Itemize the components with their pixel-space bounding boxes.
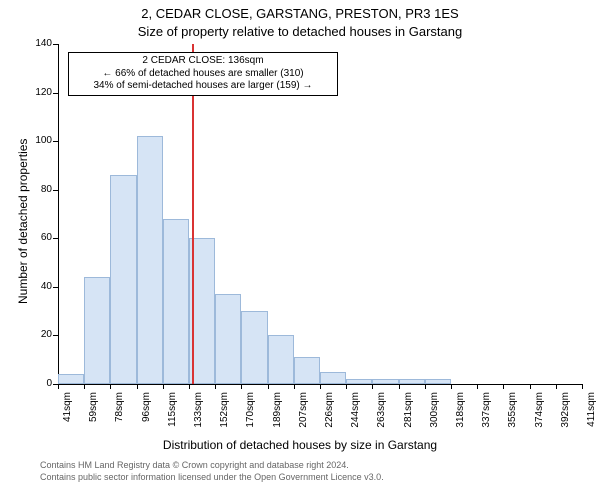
y-tick-label: 120 [24,87,52,98]
y-tick-mark [53,335,58,336]
histogram-bar [294,357,320,384]
x-tick-label: 115sqm [167,392,178,436]
x-tick-label: 59sqm [88,392,99,436]
x-tick-label: 152sqm [219,392,230,436]
x-tick-label: 411sqm [586,392,597,436]
histogram-bar [346,379,372,384]
histogram-bar [110,175,136,384]
x-tick-mark [84,384,85,389]
y-tick-label: 60 [24,232,52,243]
x-axis-label: Distribution of detached houses by size … [0,438,600,452]
y-tick-label: 100 [24,135,52,146]
x-tick-mark [477,384,478,389]
x-tick-label: 263sqm [376,392,387,436]
annotation-line: ← 66% of detached houses are smaller (31… [73,68,333,81]
x-tick-mark [556,384,557,389]
x-tick-label: 133sqm [193,392,204,436]
histogram-bar [320,372,346,384]
x-tick-label: 244sqm [350,392,361,436]
x-tick-label: 207sqm [298,392,309,436]
footer-line-1: Contains HM Land Registry data © Crown c… [40,460,349,470]
y-tick-label: 20 [24,329,52,340]
x-tick-label: 355sqm [507,392,518,436]
y-axis-label: Number of detached properties [16,139,30,304]
histogram-bar [137,136,163,384]
histogram-bar [425,379,451,384]
x-tick-label: 226sqm [324,392,335,436]
x-tick-mark [425,384,426,389]
x-tick-mark [451,384,452,389]
histogram-bar [84,277,110,384]
x-tick-mark [582,384,583,389]
x-tick-mark [58,384,59,389]
histogram-bar [163,219,189,384]
footer-line-2: Contains public sector information licen… [40,472,384,482]
x-tick-mark [137,384,138,389]
histogram-bar [372,379,398,384]
x-tick-label: 96sqm [141,392,152,436]
x-tick-mark [294,384,295,389]
x-tick-mark [163,384,164,389]
y-tick-mark [53,238,58,239]
y-tick-mark [53,287,58,288]
annotation-line: 2 CEDAR CLOSE: 136sqm [73,55,333,68]
x-tick-label: 281sqm [403,392,414,436]
x-tick-label: 170sqm [245,392,256,436]
y-tick-mark [53,44,58,45]
x-tick-label: 337sqm [481,392,492,436]
x-tick-label: 374sqm [534,392,545,436]
histogram-bar [58,374,84,384]
x-tick-mark [189,384,190,389]
y-tick-mark [53,141,58,142]
x-tick-label: 189sqm [272,392,283,436]
x-tick-mark [268,384,269,389]
histogram-bar [268,335,294,384]
x-tick-label: 392sqm [560,392,571,436]
y-tick-label: 80 [24,184,52,195]
histogram-bar [215,294,241,384]
x-tick-label: 300sqm [429,392,440,436]
x-tick-mark [346,384,347,389]
chart-title-sub: Size of property relative to detached ho… [0,24,600,39]
x-tick-label: 41sqm [62,392,73,436]
y-tick-label: 0 [24,378,52,389]
annotation-line: 34% of semi-detached houses are larger (… [73,80,333,93]
x-tick-mark [372,384,373,389]
histogram-bar [399,379,425,384]
y-tick-mark [53,190,58,191]
y-tick-label: 40 [24,281,52,292]
x-tick-label: 318sqm [455,392,466,436]
y-tick-mark [53,93,58,94]
x-tick-mark [320,384,321,389]
chart-container: 2, CEDAR CLOSE, GARSTANG, PRESTON, PR3 1… [0,0,600,500]
x-tick-label: 78sqm [114,392,125,436]
x-tick-mark [530,384,531,389]
chart-title-main: 2, CEDAR CLOSE, GARSTANG, PRESTON, PR3 1… [0,6,600,21]
annotation-box: 2 CEDAR CLOSE: 136sqm← 66% of detached h… [68,52,338,96]
histogram-bar [241,311,267,384]
x-tick-mark [110,384,111,389]
x-tick-mark [399,384,400,389]
y-tick-label: 140 [24,38,52,49]
x-tick-mark [503,384,504,389]
x-tick-mark [241,384,242,389]
x-tick-mark [215,384,216,389]
